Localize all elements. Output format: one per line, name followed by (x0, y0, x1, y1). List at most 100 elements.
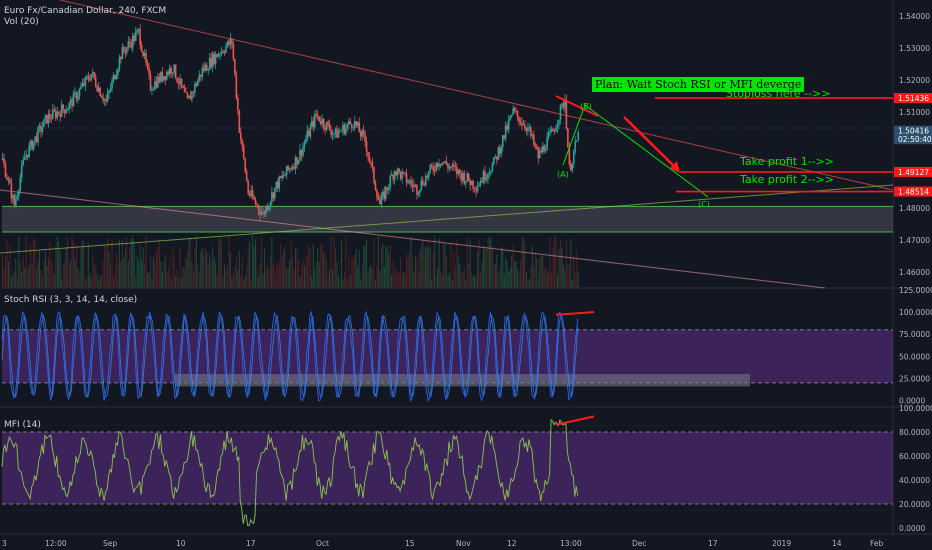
candle-body (333, 133, 335, 134)
candle-body (472, 180, 474, 189)
volume-bar (127, 261, 129, 288)
volume-bar (49, 242, 51, 288)
volume-bar (115, 252, 117, 288)
volume-bar (472, 276, 474, 288)
volume-bar (280, 243, 282, 288)
volume-bar (302, 259, 304, 288)
volume-bar (255, 238, 257, 288)
volume-bar (195, 236, 197, 288)
volume-bar (558, 249, 560, 288)
down-arrow-head (670, 161, 680, 173)
volume-bar (534, 252, 536, 288)
time-tick-label: Dec (632, 539, 647, 548)
candle-body (177, 82, 180, 85)
volume-bar (198, 272, 200, 288)
candle-body (475, 189, 477, 192)
volume-bar (194, 247, 196, 288)
volume-bar (410, 237, 412, 288)
candle-body (382, 191, 384, 196)
candle-body (10, 183, 13, 199)
volume-bar (315, 262, 317, 288)
volume-bar (545, 268, 547, 288)
volume-bar (407, 257, 409, 288)
volume-bar (460, 274, 462, 288)
volume-bar (247, 249, 249, 288)
volume-bar (446, 255, 447, 288)
volume-bar (189, 237, 191, 288)
volume-bar (39, 250, 40, 288)
volume-bar (43, 261, 45, 288)
volume-bar (332, 268, 334, 288)
volume-bar (466, 237, 468, 288)
volume-bar (80, 248, 82, 288)
candle-body (340, 130, 343, 132)
time-tick-label: 14 (832, 539, 842, 548)
volume-bar (394, 273, 396, 288)
candle-body (180, 78, 183, 86)
volume-bar (253, 246, 255, 288)
candle-body (467, 173, 470, 181)
volume-bar (397, 272, 399, 288)
stoch-tick-label: 125.0000 (899, 286, 932, 295)
volume-bar (468, 261, 470, 288)
candle-body (315, 113, 318, 115)
volume-bar (216, 273, 218, 288)
candle-body (251, 190, 254, 198)
price-tag (894, 166, 932, 177)
volume-bar (493, 264, 495, 288)
take-profit-2-annotation: Take profit 2-->> (740, 173, 834, 186)
candle-body (328, 123, 331, 130)
candle-body (441, 162, 443, 166)
candle-body (509, 116, 511, 120)
volume-bar (192, 270, 194, 288)
volume-bar (277, 265, 279, 288)
volume-bar (104, 245, 106, 288)
candle-body (479, 180, 482, 185)
candle-body (139, 28, 141, 45)
candle-body (183, 87, 186, 92)
volume-bar (204, 248, 206, 288)
volume-bar (243, 279, 245, 288)
volume-bar (136, 255, 138, 288)
volume-bar (414, 256, 416, 288)
candle-body (265, 206, 267, 215)
volume-bar (339, 279, 341, 288)
candle-body (559, 105, 562, 120)
candle-body (87, 76, 90, 80)
volume-bar (488, 236, 490, 288)
volume-bar (172, 246, 174, 288)
volume-bar (496, 254, 498, 288)
volume-bar (155, 250, 157, 288)
candle-body (558, 119, 560, 126)
volume-bar (465, 279, 467, 288)
candle-body (457, 169, 460, 175)
stoch-d-line (1, 314, 579, 399)
volume-bar (209, 254, 211, 288)
candle-body (362, 130, 365, 134)
candle-body (429, 165, 432, 172)
volume-bar (117, 263, 119, 288)
volume-bar (308, 244, 310, 288)
volume-bar (19, 260, 21, 288)
candle-body (254, 199, 257, 204)
volume-bar (361, 265, 363, 288)
candle-body (285, 165, 288, 175)
volume-bar (508, 271, 510, 288)
volume-bar (336, 262, 338, 288)
candle-body (164, 76, 167, 80)
candle-body (99, 87, 101, 96)
candle-body (226, 41, 229, 47)
volume-bar (166, 272, 168, 288)
volume-bar (345, 235, 347, 288)
candle-body (543, 145, 545, 152)
volume-bar (150, 256, 151, 288)
volume-bar (567, 264, 569, 288)
candle-body (54, 111, 57, 118)
volume-bar (530, 266, 532, 288)
volume-bar (423, 250, 425, 288)
volume-bar (426, 247, 428, 288)
volume-bar (269, 256, 271, 288)
down-arrow (623, 116, 679, 171)
volume-bar (95, 266, 97, 288)
candle-body (188, 95, 190, 99)
